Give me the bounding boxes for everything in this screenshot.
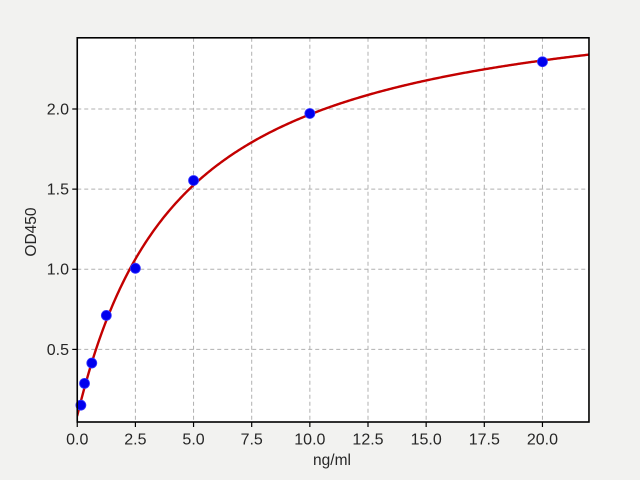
svg-text:0.0: 0.0 (66, 432, 88, 449)
svg-text:20.0: 20.0 (527, 432, 558, 449)
svg-text:10.0: 10.0 (294, 432, 325, 449)
svg-text:5.0: 5.0 (182, 432, 204, 449)
svg-text:2.5: 2.5 (124, 432, 146, 449)
svg-text:12.5: 12.5 (352, 432, 383, 449)
svg-text:17.5: 17.5 (469, 432, 500, 449)
svg-text:OD450: OD450 (23, 207, 40, 256)
svg-text:ng/ml: ng/ml (313, 452, 351, 469)
svg-text:2.0: 2.0 (47, 101, 69, 118)
svg-text:1.0: 1.0 (47, 262, 69, 279)
svg-text:15.0: 15.0 (411, 432, 442, 449)
svg-text:1.5: 1.5 (47, 182, 69, 199)
svg-text:0.5: 0.5 (47, 342, 69, 359)
svg-text:7.5: 7.5 (241, 432, 263, 449)
